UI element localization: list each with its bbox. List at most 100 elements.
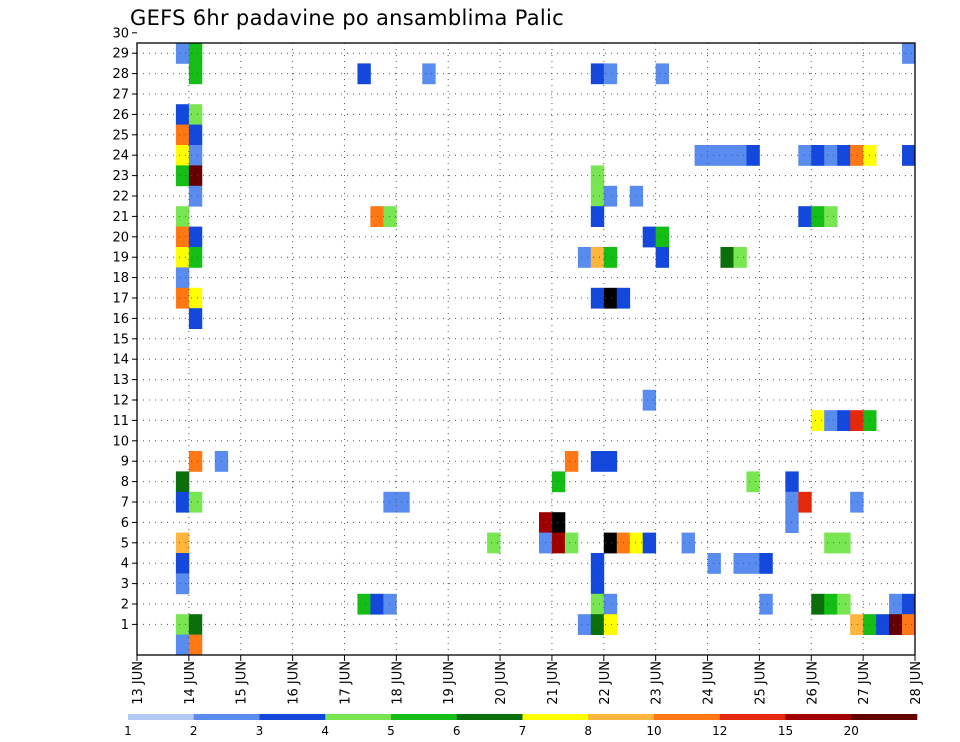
precip-cell	[603, 247, 618, 268]
precip-cell	[603, 593, 618, 615]
legend-label: 5	[387, 724, 395, 738]
precip-cell	[824, 145, 838, 166]
precip-cell	[357, 593, 371, 615]
y-tick-label: 18	[112, 271, 129, 286]
precip-cell	[383, 491, 397, 513]
precip-cell	[188, 145, 203, 166]
precip-cell	[188, 451, 203, 472]
precip-cell	[577, 247, 592, 268]
precip-cell	[188, 43, 203, 64]
precip-cell	[603, 185, 618, 207]
precip-cell	[175, 573, 190, 595]
precip-cell	[824, 410, 838, 431]
y-tick-label: 6	[121, 516, 129, 531]
precip-cell	[798, 145, 812, 166]
y-tick-label: 21	[112, 210, 129, 225]
precip-cell	[759, 553, 773, 574]
x-tick-label: 16 JUN	[287, 661, 302, 705]
precip-cell	[383, 206, 397, 227]
legend-label: 4	[321, 724, 329, 738]
precip-cell	[175, 226, 190, 248]
precip-cell	[577, 614, 592, 635]
x-tick-label: 25 JUN	[753, 661, 768, 705]
x-tick-label: 28 JUN	[909, 661, 924, 705]
precip-cell	[175, 532, 190, 554]
precip-cell	[824, 206, 838, 227]
precip-cell	[188, 287, 203, 309]
precip-cell	[824, 532, 838, 554]
precip-cell	[590, 573, 605, 595]
y-tick-label: 23	[112, 169, 129, 184]
legend-swatch	[391, 714, 458, 720]
y-tick-label: 19	[112, 251, 129, 266]
precip-cell	[811, 145, 825, 166]
legend-label: 20	[844, 724, 859, 738]
precip-cell	[798, 206, 812, 227]
x-tick-label: 20 JUN	[494, 661, 509, 705]
precip-cell	[720, 247, 734, 268]
precip-cell	[383, 593, 397, 615]
legend-label: 7	[519, 724, 527, 738]
precip-cell	[603, 451, 618, 472]
precip-cell	[175, 206, 190, 227]
precip-cell	[642, 389, 657, 411]
precip-cell	[850, 614, 864, 635]
y-tick-label: 12	[112, 394, 129, 409]
x-tick-label: 17 JUN	[338, 661, 353, 705]
x-tick-label: 27 JUN	[857, 661, 872, 705]
precip-cell	[733, 553, 747, 574]
precip-cell	[655, 226, 670, 248]
legend-swatch	[588, 714, 655, 720]
legend-label: 3	[256, 724, 264, 738]
legend-swatch	[719, 714, 786, 720]
legend-label: 10	[646, 724, 661, 738]
precip-cell	[733, 247, 747, 268]
legend-label: 8	[584, 724, 592, 738]
legend-swatch	[193, 714, 260, 720]
legend-swatch	[456, 714, 523, 720]
precip-cell	[746, 553, 760, 574]
precip-cell	[188, 308, 203, 329]
cells-layer	[175, 43, 916, 656]
precip-cell	[811, 593, 825, 615]
precip-cell	[590, 63, 605, 85]
precip-cell	[746, 471, 760, 493]
precip-cell	[798, 491, 812, 513]
legend-swatch	[851, 714, 918, 720]
precip-cell	[188, 634, 203, 656]
precip-cell	[837, 145, 851, 166]
y-tick-label: 4	[121, 557, 129, 572]
y-tick-label: 15	[112, 332, 129, 347]
precip-cell	[590, 287, 605, 309]
x-tick-label: 18 JUN	[390, 661, 405, 705]
y-tick-label: 30	[112, 26, 129, 41]
precip-cell	[188, 165, 203, 187]
precip-cell	[590, 247, 605, 268]
legend-label: 2	[190, 724, 198, 738]
precip-cell	[707, 145, 721, 166]
x-tick-label: 19 JUN	[442, 661, 457, 705]
y-tick-label: 29	[112, 47, 129, 62]
precip-cell	[655, 63, 670, 85]
precip-cell	[188, 226, 203, 248]
precip-cell	[175, 491, 190, 513]
precip-cell	[889, 593, 903, 615]
precip-cell	[629, 532, 644, 554]
precip-cell	[590, 165, 605, 187]
precip-cell	[720, 145, 734, 166]
legend-label: 6	[453, 724, 461, 738]
x-tick-label: 26 JUN	[805, 661, 820, 705]
y-tick-label: 25	[112, 128, 129, 143]
precip-cell	[175, 553, 190, 574]
y-tick-label: 22	[112, 190, 129, 205]
precip-cell	[175, 145, 190, 166]
precip-cell	[564, 451, 579, 472]
precip-cell	[876, 614, 890, 635]
precip-cell	[603, 287, 618, 309]
chart-title: GEFS 6hr padavine po ansamblima Palic	[130, 6, 565, 30]
legend-swatch	[259, 714, 326, 720]
precip-cell	[850, 145, 864, 166]
precip-cell	[655, 247, 670, 268]
precip-cell	[759, 593, 773, 615]
precip-cell	[175, 634, 190, 656]
